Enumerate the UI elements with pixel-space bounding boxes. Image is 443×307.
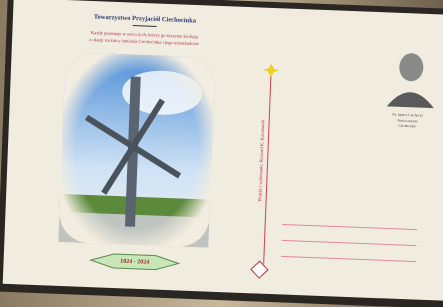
scene: Towarzystwo Przyjaciół Ciechocinka Każdy… [0,0,443,307]
windmill-photo [54,52,215,248]
portrait-caption: Ciechocinek [398,124,416,129]
page: {"card": { "title": "Towarzystwo Przyjac… [0,0,443,307]
portrait-caption: Twórca miasta [397,119,418,124]
postcard: Towarzystwo Przyjaciół Ciechocinka Każdy… [0,0,443,307]
dates: 1824 - 2024 [120,259,149,266]
